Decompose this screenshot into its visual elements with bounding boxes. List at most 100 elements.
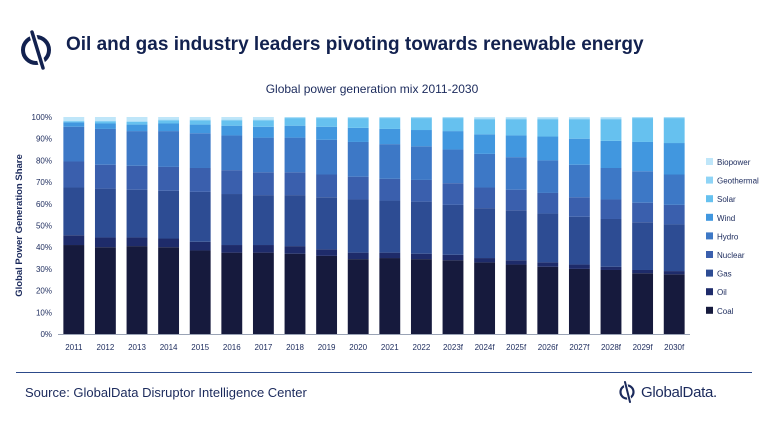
bar-segment-hydro	[442, 149, 464, 184]
bar-segment-gas	[94, 188, 116, 238]
bar-segment-oil	[316, 249, 338, 256]
globaldata-small-logo-icon	[619, 380, 635, 404]
bar-segment-hydro	[126, 131, 148, 166]
legend-label-coal: Coal	[717, 307, 734, 316]
bar-segment-geothermal	[126, 121, 148, 122]
bar-segment-geothermal	[379, 117, 401, 119]
bar-segment-wind	[126, 124, 148, 132]
bar-segment-wind	[379, 128, 401, 145]
bar-segment-wind	[537, 136, 559, 161]
bar-segment-solar	[316, 118, 338, 127]
bar-segment-nuclear	[600, 199, 622, 219]
bar-segment-solar	[158, 120, 180, 124]
bar-segment-gas	[474, 208, 496, 259]
x-tick-label: 2012	[97, 343, 115, 352]
legend-label-wind: Wind	[717, 214, 735, 223]
page-title: Oil and gas industry leaders pivoting to…	[66, 34, 644, 55]
bar-segment-hydro	[221, 135, 243, 171]
x-tick-label: 2014	[160, 343, 178, 352]
bar-segment-solar	[568, 119, 590, 139]
bar-segment-nuclear	[252, 172, 274, 196]
bar-segment-coal	[221, 252, 243, 335]
bar-segment-nuclear	[632, 202, 654, 223]
brand-name: GlobalData.	[641, 383, 717, 401]
x-tick-label: 2023f	[443, 343, 464, 352]
bar-segment-oil	[221, 245, 243, 253]
bar-segment-nuclear	[316, 174, 338, 198]
y-tick-label: 20%	[36, 287, 52, 296]
bar-segment-solar	[442, 118, 464, 132]
bar-segment-biopower	[126, 117, 148, 122]
legend-label-geothermal: Geothermal	[717, 177, 759, 186]
bar-segment-wind	[347, 127, 369, 142]
bar-segment-oil	[284, 246, 306, 254]
bar-segment-biopower	[221, 117, 243, 120]
bar-segment-gas	[347, 199, 369, 253]
bar-segment-solar	[252, 120, 274, 127]
bar-segment-coal	[379, 258, 401, 334]
bar-segment-gas	[63, 187, 85, 236]
bar-segment-hydro	[252, 137, 274, 173]
bar-segment-biopower	[474, 117, 496, 119]
bar-segment-geothermal	[252, 119, 274, 121]
bar-segment-hydro	[474, 153, 496, 188]
bar-segment-nuclear	[505, 189, 527, 211]
bar-segment-oil	[189, 241, 211, 251]
bar-segment-biopower	[189, 117, 211, 120]
bar-segment-coal	[189, 250, 211, 334]
legend-swatch	[706, 158, 713, 165]
bar-segment-hydro	[94, 128, 116, 165]
bar-segment-hydro	[158, 131, 180, 167]
x-tick-label: 2013	[128, 343, 146, 352]
brand-logo: GlobalData.	[618, 380, 717, 404]
bar-segment-solar	[632, 118, 654, 142]
bar-segment-oil	[94, 237, 116, 248]
bar-segment-coal	[632, 273, 654, 334]
bar-segment-nuclear	[537, 192, 559, 214]
bar-segment-hydro	[189, 133, 211, 168]
bar-segment-wind	[94, 123, 116, 129]
bar-segment-nuclear	[94, 164, 116, 189]
bar-segment-hydro	[600, 168, 622, 200]
bar-segment-wind	[663, 143, 685, 175]
x-tick-label: 2024f	[475, 343, 496, 352]
bar-segment-biopower	[94, 117, 116, 121]
x-tick-label: 2025f	[506, 343, 527, 352]
bar-segment-coal	[252, 252, 274, 335]
bar-segment-solar	[663, 118, 685, 144]
bar-segment-geothermal	[537, 118, 559, 120]
bar-segment-nuclear	[442, 183, 464, 205]
bar-segment-oil	[632, 269, 654, 274]
x-tick-label: 2018	[286, 343, 304, 352]
bar-segment-coal	[284, 253, 306, 334]
bar-segment-oil	[505, 260, 527, 265]
bar-segment-wind	[284, 125, 306, 138]
bar-segment-geothermal	[600, 118, 622, 120]
x-tick-label: 2011	[65, 343, 83, 352]
bar-segment-wind	[442, 131, 464, 150]
bar-segment-hydro	[63, 126, 85, 162]
legend-swatch	[706, 195, 713, 203]
bar-segment-hydro	[632, 171, 654, 203]
bar-segment-wind	[189, 124, 211, 134]
bar-segment-solar	[474, 119, 496, 135]
bar-segment-geothermal	[568, 118, 590, 120]
bar-segment-oil	[474, 258, 496, 263]
bar-segment-wind	[632, 141, 654, 172]
globaldata-logo-icon	[21, 28, 51, 72]
bar-segment-hydro	[284, 137, 306, 173]
bar-segment-coal	[316, 255, 338, 334]
bar-segment-solar	[505, 119, 527, 136]
legend-label-oil: Oil	[717, 288, 727, 297]
bar-segment-geothermal	[347, 117, 369, 119]
bar-segment-nuclear	[474, 187, 496, 209]
footer-divider	[16, 372, 752, 373]
x-tick-label: 2022	[413, 343, 431, 352]
bar-segment-nuclear	[284, 172, 306, 196]
bar-segment-biopower	[600, 117, 622, 119]
bar-segment-wind	[600, 140, 622, 168]
legend-swatch	[706, 306, 713, 314]
bar-segment-wind	[474, 134, 496, 154]
bar-segment-geothermal	[189, 119, 211, 121]
bar-segment-solar	[600, 119, 622, 141]
